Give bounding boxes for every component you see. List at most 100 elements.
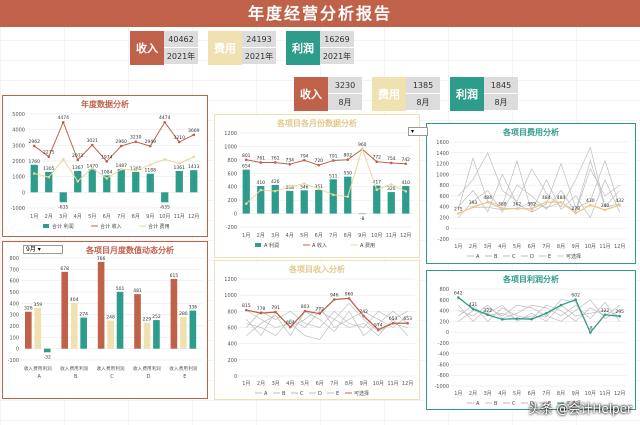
data-label: 602 [571, 293, 580, 299]
bar [143, 322, 151, 349]
data-label: 275 [454, 206, 463, 212]
point [302, 158, 306, 162]
point [618, 314, 621, 318]
data-label: 280 [179, 311, 188, 317]
x-tick-label: 1月 [454, 244, 462, 250]
bar [402, 186, 410, 214]
y-tick-label: 0 [234, 212, 237, 218]
legend-label: C [300, 391, 304, 397]
kpi-period: 8月 [484, 94, 518, 111]
bar [30, 164, 38, 193]
annual-chart: -1000 0 1000 2000 3000 4000 5000 1月 2月 3月 4月 5月 6月 7月… [10, 112, 201, 230]
data-label: 326 [24, 306, 33, 312]
data-label: 604 [286, 320, 295, 326]
x-tick-label: 利润 [152, 365, 161, 372]
x-tick-label: 6月 [315, 233, 323, 239]
point [317, 187, 321, 191]
data-label: 2960 [116, 139, 128, 145]
y-tick-label: 2000 [12, 159, 25, 165]
x-tick-label: 9月 [572, 244, 580, 250]
group-label: E [183, 374, 186, 380]
point [163, 120, 167, 124]
data-label: 794 [300, 153, 309, 159]
x-tick-label: 2月 [45, 214, 53, 220]
x-tick-label: 8月 [345, 381, 353, 387]
x-tick-label: 费用 [106, 365, 115, 372]
x-tick-label: 12月 [188, 214, 199, 220]
legend-label: 合计 利润 [52, 223, 74, 230]
group-label: D [146, 374, 150, 380]
point [90, 143, 94, 147]
x-tick-label: 12月 [402, 381, 413, 387]
x-tick-label: 11月 [599, 391, 610, 397]
page-title: 年度经营分析报告 [0, 0, 640, 27]
point [32, 172, 36, 175]
data-label: 410 [256, 180, 265, 186]
bar [315, 190, 323, 214]
kpi-label: 收入 [294, 77, 328, 111]
bar [180, 316, 187, 349]
y-tick-label: 600 [439, 194, 449, 200]
point [375, 188, 379, 192]
x-tick-label: 12月 [614, 391, 625, 397]
x-tick-label: 9月 [572, 391, 580, 397]
panel-profit: 各项目利润分析 -1000 -800 -600 -400 -200 0 200 400 600 8… [426, 270, 636, 410]
point [346, 158, 350, 162]
point [318, 312, 321, 315]
data-label: 678 [60, 266, 69, 272]
x-tick-label: 4月 [286, 233, 294, 239]
point [244, 158, 248, 162]
data-label: 484 [557, 195, 566, 201]
point [559, 200, 563, 204]
chart-title: 各项目各月份数据分析 [277, 118, 357, 128]
kpi-label: 收入 [130, 31, 164, 65]
y-tick-label: 200 [9, 324, 19, 330]
month-dropdown[interactable]: 9月 ▾ [23, 245, 63, 254]
point [331, 159, 335, 162]
legend-label: E [548, 254, 551, 260]
data-label: 772 [372, 155, 381, 161]
y-tick-label: 4000 [12, 128, 25, 134]
y-tick-label: 1200 [224, 277, 237, 283]
y-tick-label: 400 [227, 185, 237, 191]
bar [70, 302, 78, 349]
point [404, 189, 408, 193]
series-line [458, 301, 620, 322]
item-dropdown[interactable]: ▾ [408, 127, 428, 136]
chart-title: 各项目利润分析 [503, 274, 559, 284]
point [317, 163, 321, 167]
y-tick-label: 200 [439, 319, 449, 325]
data-label: 1361 [174, 165, 186, 171]
bar [116, 291, 124, 349]
bar [329, 179, 337, 214]
group-label: C [110, 374, 114, 380]
legend-label: B [494, 254, 498, 260]
data-label: 720 [314, 158, 323, 164]
bar [132, 171, 140, 193]
y-tick-label: 1400 [436, 151, 449, 157]
kpi-card: 利润 1845 8月 [450, 77, 518, 111]
x-tick-label: 3月 [271, 233, 279, 239]
bar [161, 192, 169, 203]
y-tick-label: -800 [438, 373, 449, 379]
bar [146, 173, 154, 193]
chart-title: 各项目月度数值动态分析 [86, 245, 174, 255]
data-label: 417 [372, 180, 381, 186]
data-label: 4474 [159, 115, 171, 121]
point [61, 120, 65, 124]
point [163, 157, 167, 161]
point [47, 155, 51, 158]
x-tick-label: 费用 [179, 365, 188, 372]
bar [43, 348, 51, 353]
data-label: 481 [133, 288, 142, 294]
y-tick-label: -100 [8, 358, 19, 364]
kpi-label: 利润 [286, 31, 320, 65]
point [288, 162, 292, 166]
x-tick-label: 利润 [43, 365, 52, 372]
point [245, 308, 248, 312]
y-tick-label: 0 [16, 347, 19, 353]
legend-label: B [494, 401, 498, 407]
x-tick-label: 收入 [60, 365, 69, 372]
x-tick-label: 10月 [585, 244, 596, 250]
point [603, 208, 607, 212]
